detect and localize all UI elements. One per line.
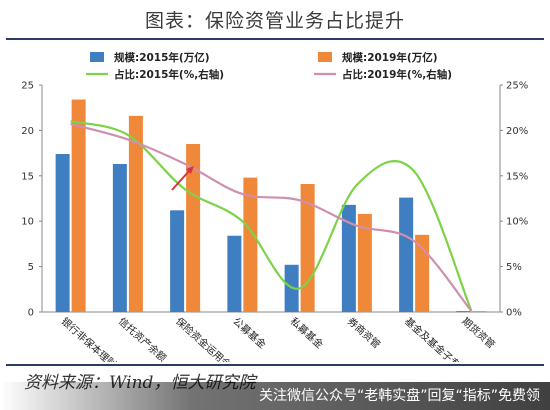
x-tick-label: 信托资产余额 — [116, 315, 169, 362]
y2-tick-label: 5% — [506, 262, 522, 273]
x-tick-label: 私募基金 — [288, 315, 326, 351]
x-tick-label: 券商资管 — [345, 315, 383, 351]
legend-swatch — [90, 52, 104, 62]
bar-2015 — [55, 154, 70, 312]
legend-label: 规模:2015年(万亿) — [114, 51, 210, 64]
y2-tick-label: 0% — [506, 308, 522, 319]
bottom-rule — [6, 364, 544, 366]
annotation-arrow-head — [186, 166, 194, 174]
bar-2015 — [170, 210, 185, 312]
y-tick-label: 10 — [21, 217, 34, 228]
annotation-arrow-shaft — [171, 169, 191, 191]
x-tick-label: 银行非保本理财 — [59, 315, 120, 362]
bar-2015 — [456, 311, 471, 312]
x-tick-label: 保险资金运用余额 — [173, 315, 241, 362]
bar-2019 — [357, 213, 372, 312]
y-tick-label: 0 — [28, 308, 34, 319]
bar-2019 — [415, 234, 430, 312]
y2-tick-label: 15% — [506, 171, 528, 182]
x-tick-label: 期货资管 — [459, 315, 497, 351]
bar-2015 — [341, 204, 356, 312]
y-tick-label: 25 — [21, 81, 34, 92]
y-tick-label: 20 — [21, 126, 34, 137]
bar-2019 — [472, 311, 487, 312]
watermark-banner — [0, 382, 550, 410]
bar-2019 — [71, 99, 86, 312]
bar-2019 — [128, 115, 143, 312]
top-rule — [6, 38, 544, 40]
y-tick-label: 5 — [28, 262, 34, 273]
y2-tick-label: 25% — [506, 81, 528, 92]
title-bar: 图表：保险资管业务占比提升 — [0, 0, 550, 38]
bar-2015 — [399, 197, 414, 312]
y2-tick-label: 10% — [506, 217, 528, 228]
line-2019 — [70, 122, 473, 312]
bar-2019 — [300, 183, 315, 312]
x-tick-label: 公募基金 — [230, 315, 268, 351]
chart: 0 5 10 15 20 25 0% 5% 10% 15% 20% 25% 银行非保本理财信托资产余额保… — [21, 51, 528, 362]
legend-label: 占比:2019年(%,右轴) — [342, 68, 452, 81]
legend-label: 占比:2015年(%,右轴) — [114, 68, 224, 81]
bar-2015 — [227, 235, 242, 312]
bar-2015 — [112, 163, 127, 312]
line-2015 — [70, 120, 473, 312]
x-tick-label: 基金及基金子专户 — [402, 315, 470, 362]
legend-label: 规模:2019年(万亿) — [342, 51, 438, 64]
bar-2019 — [243, 177, 258, 312]
legend-swatch — [318, 52, 332, 62]
bar-2019 — [186, 144, 201, 312]
chart-title: 图表：保险资管业务占比提升 — [144, 9, 405, 32]
y-tick-label: 15 — [21, 171, 34, 182]
watermark-text: 关注微信公众号“老韩实盘”回复“指标”免费领 — [258, 388, 540, 404]
y2-tick-label: 20% — [506, 126, 528, 137]
